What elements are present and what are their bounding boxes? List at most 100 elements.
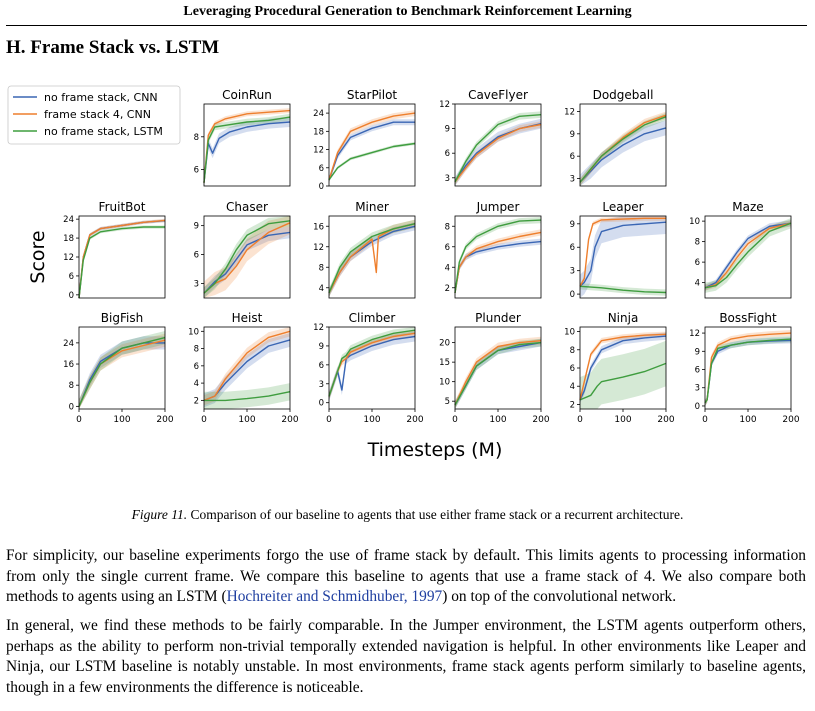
x-tick-label: 200: [406, 415, 423, 425]
axes-frame: [704, 215, 792, 299]
y-tick-label: 3: [695, 384, 700, 394]
y-tick-label: 3: [194, 280, 199, 290]
y-axis-label: Score: [27, 230, 49, 283]
series-line: [579, 335, 667, 401]
legend-box: [7, 85, 181, 145]
x-tick-label: 200: [657, 415, 674, 425]
y-tick-label: 10: [689, 217, 700, 227]
subplot-title: Climber: [349, 311, 396, 325]
subplot-climber: Climber 0 3 6 9 12 0 100 200: [313, 311, 424, 425]
y-tick-label: 6: [445, 149, 450, 159]
series-line: [203, 231, 291, 294]
paragraph-1-tail: ) on top of the convolutional network.: [442, 588, 677, 605]
y-tick-label: 12: [313, 146, 324, 156]
y-tick-label: 2: [445, 284, 450, 294]
x-tick-label: 0: [76, 415, 82, 425]
y-tick-label: 8: [570, 346, 575, 356]
subplot-maze: Maze 4 6 8 10: [689, 200, 792, 299]
series-line: [328, 223, 416, 294]
y-tick-label: 24: [63, 339, 74, 349]
y-tick-label: 16: [313, 222, 324, 232]
y-tick-label: 5: [445, 397, 450, 407]
x-tick-label: 100: [614, 415, 631, 425]
y-tick-label: 24: [63, 215, 74, 225]
x-tick-label: 200: [156, 415, 173, 425]
y-tick-label: 12: [313, 323, 324, 333]
y-tick-label: 10: [188, 327, 199, 337]
subplot-fruitbot: FruitBot 0 6 12 18 24: [63, 200, 166, 301]
y-tick-label: 6: [194, 362, 199, 372]
series-line: [579, 285, 667, 294]
y-tick-label: 6: [570, 364, 575, 374]
legend-label: frame stack 4, CNN: [44, 108, 151, 121]
series-band: [580, 111, 666, 186]
x-tick-label: 0: [201, 415, 207, 425]
subplot-title: Plunder: [475, 311, 521, 325]
series-line: [203, 220, 291, 294]
y-tick-label: 8: [319, 263, 324, 273]
y-tick-label: 6: [69, 272, 74, 282]
series-line: [203, 109, 291, 183]
y-tick-label: 3: [319, 380, 324, 390]
series-band: [204, 333, 290, 408]
x-tick-label: 200: [782, 415, 799, 425]
y-tick-label: 10: [439, 378, 450, 388]
y-tick-label: 2: [194, 396, 199, 406]
x-tick-label: 0: [452, 415, 458, 425]
subplot-title: FruitBot: [99, 200, 146, 214]
y-tick-label: 12: [313, 243, 324, 253]
y-tick-label: 15: [439, 358, 450, 368]
subplot-title: CoinRun: [222, 88, 272, 102]
subplot-grid: CoinRun68StarPilot06121824CaveFlyer36912…: [63, 88, 800, 425]
series-band: [580, 216, 666, 298]
y-tick-label: 10: [564, 328, 575, 338]
series-line: [78, 342, 165, 407]
paragraph-2: In general, we find these methods to be …: [6, 617, 806, 696]
y-tick-label: 9: [570, 220, 575, 230]
series-band: [455, 238, 541, 296]
series-line: [454, 123, 542, 183]
axes-frame: [328, 103, 416, 187]
x-tick-label: 200: [281, 415, 298, 425]
caption-text: Comparison of our baseline to agents tha…: [190, 507, 684, 522]
series-line: [203, 330, 291, 402]
y-tick-label: 3: [570, 267, 575, 277]
subplot-chaser: Chaser 3 6 9: [194, 200, 291, 299]
y-tick-label: 12: [63, 253, 74, 263]
x-tick-label: 100: [489, 415, 506, 425]
series-line: [78, 336, 166, 407]
series-line: [78, 219, 166, 299]
series-band: [580, 340, 666, 409]
section-title: H. Frame Stack vs. LSTM: [6, 37, 220, 58]
legend-label: no frame stack, CNN: [44, 91, 158, 104]
figure-caption: Figure 11. Comparison of our baseline to…: [0, 507, 815, 523]
y-tick-label: 8: [194, 345, 199, 355]
x-tick-label: 0: [577, 415, 583, 425]
series-line: [454, 340, 542, 406]
running-title: Leveraging Procedural Generation to Benc…: [183, 4, 632, 19]
citation-link[interactable]: Hochreiter and Schmidhuber, 1997: [226, 588, 443, 605]
series-line: [579, 127, 667, 183]
x-tick-label: 100: [238, 415, 255, 425]
y-tick-label: 9: [695, 347, 700, 357]
y-tick-label: 18: [63, 234, 74, 244]
subplot-title: Heist: [232, 311, 263, 325]
series-band: [455, 121, 541, 186]
subplot-leaper: Leaper 0 3 6 9: [570, 200, 667, 300]
y-tick-label: 0: [319, 182, 324, 192]
header-rule: [6, 25, 807, 26]
subplot-title: BossFight: [719, 311, 777, 325]
series-line: [328, 121, 415, 181]
y-tick-label: 24: [313, 109, 324, 119]
series-line: [328, 335, 416, 397]
subplot-title: Miner: [355, 200, 389, 214]
y-tick-label: 3: [445, 174, 450, 184]
subplot-bossfight: BossFight 0 3 6 9 12 0 100 200: [689, 311, 800, 425]
y-tick-label: 8: [445, 222, 450, 232]
subplot-title: BigFish: [101, 311, 143, 325]
y-tick-label: 0: [319, 399, 324, 409]
y-tick-label: 4: [319, 284, 324, 294]
figure-11: CoinRun68StarPilot06121824CaveFlyer36912…: [7, 85, 800, 461]
subplot-title: Dodgeball: [593, 88, 654, 102]
